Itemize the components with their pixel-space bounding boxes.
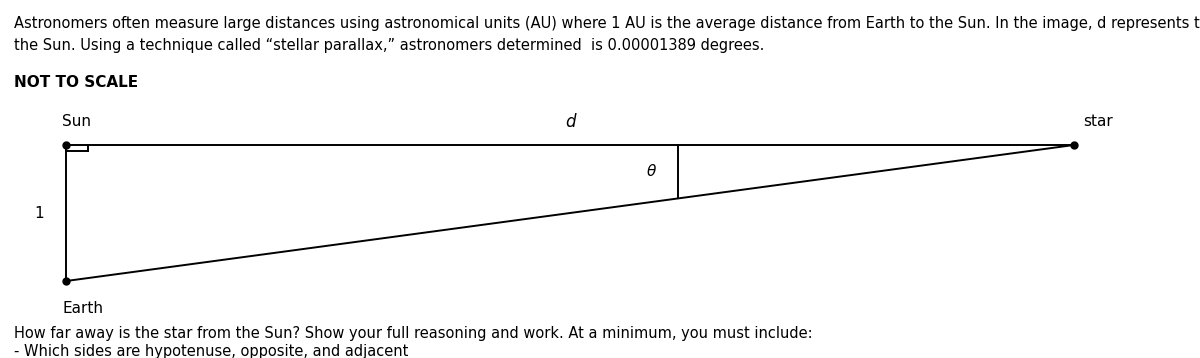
Text: How far away is the star from the Sun? Show your full reasoning and work. At a m: How far away is the star from the Sun? S…	[14, 326, 814, 341]
Text: Earth: Earth	[62, 301, 103, 316]
Text: - Which sides are hypotenuse, opposite, and adjacent: - Which sides are hypotenuse, opposite, …	[14, 344, 409, 358]
Text: the Sun. Using a technique called “stellar parallax,” astronomers determined  is: the Sun. Using a technique called “stell…	[14, 38, 764, 53]
Text: NOT TO SCALE: NOT TO SCALE	[14, 75, 138, 90]
Text: d: d	[565, 113, 575, 131]
Text: Astronomers often measure large distances using astronomical units (AU) where 1 : Astronomers often measure large distance…	[14, 16, 1200, 31]
Text: 1: 1	[35, 205, 44, 221]
Text: star: star	[1084, 114, 1114, 129]
Text: θ: θ	[647, 164, 656, 179]
Text: Sun: Sun	[62, 114, 91, 129]
